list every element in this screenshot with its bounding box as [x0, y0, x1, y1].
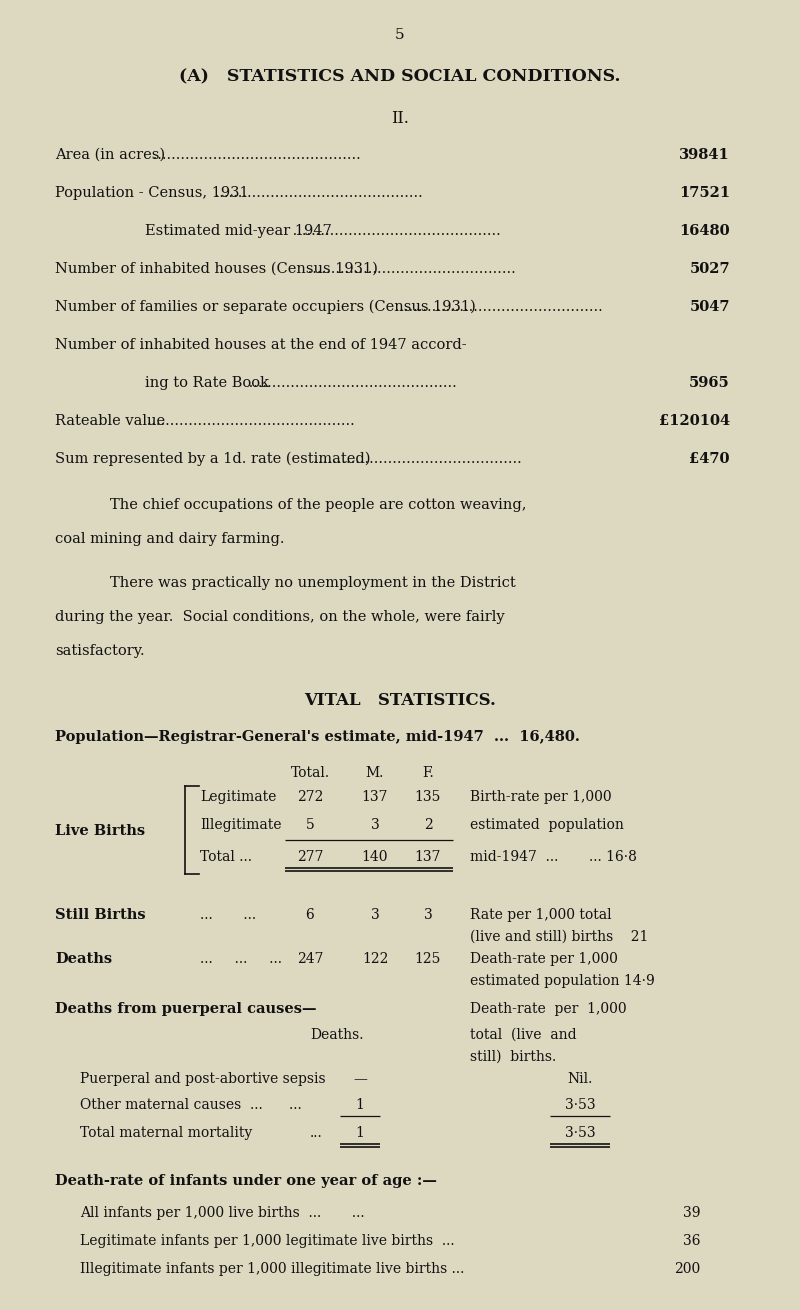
- Text: 200: 200: [674, 1262, 700, 1276]
- Text: Total.: Total.: [290, 766, 330, 779]
- Text: satisfactory.: satisfactory.: [55, 645, 145, 658]
- Text: 3: 3: [370, 908, 379, 922]
- Text: 17521: 17521: [679, 186, 730, 200]
- Text: .............................................: ........................................…: [210, 186, 422, 200]
- Text: VITAL   STATISTICS.: VITAL STATISTICS.: [304, 692, 496, 709]
- Text: 277: 277: [297, 850, 323, 865]
- Text: All infants per 1,000 live births  ...       ...: All infants per 1,000 live births ... ..…: [80, 1207, 365, 1220]
- Text: Rate per 1,000 total: Rate per 1,000 total: [470, 908, 612, 922]
- Text: Death-rate  per  1,000: Death-rate per 1,000: [470, 1002, 626, 1017]
- Text: Puerperal and post-abortive sepsis: Puerperal and post-abortive sepsis: [80, 1072, 326, 1086]
- Text: during the year.  Social conditions, on the whole, were fairly: during the year. Social conditions, on t…: [55, 610, 505, 624]
- Text: 137: 137: [362, 790, 388, 804]
- Text: Still Births: Still Births: [55, 908, 146, 922]
- Text: The chief occupations of the people are cotton weaving,: The chief occupations of the people are …: [110, 498, 526, 512]
- Text: Rateable value: Rateable value: [55, 414, 165, 428]
- Text: Total ...: Total ...: [200, 850, 252, 865]
- Text: £120104: £120104: [659, 414, 730, 428]
- Text: 125: 125: [415, 952, 441, 965]
- Text: There was practically no unemployment in the District: There was practically no unemployment in…: [110, 576, 516, 590]
- Text: II.: II.: [391, 110, 409, 127]
- Text: .............................................: ........................................…: [148, 148, 361, 162]
- Text: Population - Census, 1931: Population - Census, 1931: [55, 186, 249, 200]
- Text: 36: 36: [682, 1234, 700, 1248]
- Text: still)  births.: still) births.: [470, 1051, 556, 1064]
- Text: 39841: 39841: [679, 148, 730, 162]
- Text: 140: 140: [362, 850, 388, 865]
- Text: Illegitimate: Illegitimate: [200, 817, 282, 832]
- Text: 272: 272: [297, 790, 323, 804]
- Text: 122: 122: [362, 952, 388, 965]
- Text: 5: 5: [395, 28, 405, 42]
- Text: 135: 135: [415, 790, 441, 804]
- Text: 39: 39: [682, 1207, 700, 1220]
- Text: Number of families or separate occupiers (Census 1931): Number of families or separate occupiers…: [55, 300, 476, 314]
- Text: Number of inhabited houses at the end of 1947 accord-: Number of inhabited houses at the end of…: [55, 338, 466, 352]
- Text: £470: £470: [690, 452, 730, 466]
- Text: Population—Registrar-General's estimate, mid-1947  ...  16,480.: Population—Registrar-General's estimate,…: [55, 730, 580, 744]
- Text: 5965: 5965: [690, 376, 730, 390]
- Text: total  (live  and: total (live and: [470, 1028, 577, 1041]
- Text: Sum represented by a 1d. rate (estimated): Sum represented by a 1d. rate (estimated…: [55, 452, 370, 466]
- Text: F.: F.: [422, 766, 434, 779]
- Text: Illegitimate infants per 1,000 illegitimate live births ...: Illegitimate infants per 1,000 illegitim…: [80, 1262, 464, 1276]
- Text: Death-rate per 1,000: Death-rate per 1,000: [470, 952, 618, 965]
- Text: 3·53: 3·53: [565, 1127, 595, 1140]
- Text: 5047: 5047: [690, 300, 730, 314]
- Text: Legitimate: Legitimate: [200, 790, 276, 804]
- Text: 3: 3: [424, 908, 432, 922]
- Text: 5: 5: [306, 817, 314, 832]
- Text: .............................................: ........................................…: [288, 224, 500, 238]
- Text: .............................................: ........................................…: [142, 414, 354, 428]
- Text: Area (in acres): Area (in acres): [55, 148, 165, 162]
- Text: 247: 247: [297, 952, 323, 965]
- Text: 2: 2: [424, 817, 432, 832]
- Text: Estimated mid-year 1947: Estimated mid-year 1947: [145, 224, 332, 238]
- Text: Legitimate infants per 1,000 legitimate live births  ...: Legitimate infants per 1,000 legitimate …: [80, 1234, 454, 1248]
- Text: Birth-rate per 1,000: Birth-rate per 1,000: [470, 790, 612, 804]
- Text: ...       ...: ... ...: [200, 908, 256, 922]
- Text: estimated  population: estimated population: [470, 817, 624, 832]
- Text: ...     ...     ...: ... ... ...: [200, 952, 282, 965]
- Text: .............................................: ........................................…: [244, 376, 457, 390]
- Text: Deaths.: Deaths.: [310, 1028, 363, 1041]
- Text: mid-1947  ...       ... 16·8: mid-1947 ... ... 16·8: [470, 850, 637, 865]
- Text: Deaths: Deaths: [55, 952, 112, 965]
- Text: 3·53: 3·53: [565, 1098, 595, 1112]
- Text: 5027: 5027: [690, 262, 730, 276]
- Text: ...: ...: [310, 1127, 322, 1140]
- Text: Nil.: Nil.: [567, 1072, 593, 1086]
- Text: —: —: [353, 1072, 367, 1086]
- Text: Total maternal mortality: Total maternal mortality: [80, 1127, 252, 1140]
- Text: Live Births: Live Births: [55, 824, 145, 838]
- Text: estimated population 14·9: estimated population 14·9: [470, 975, 654, 988]
- Text: Deaths from puerperal causes—: Deaths from puerperal causes—: [55, 1002, 317, 1017]
- Text: 16480: 16480: [679, 224, 730, 238]
- Text: 1: 1: [355, 1098, 365, 1112]
- Text: (A)   STATISTICS AND SOCIAL CONDITIONS.: (A) STATISTICS AND SOCIAL CONDITIONS.: [179, 68, 621, 85]
- Text: coal mining and dairy farming.: coal mining and dairy farming.: [55, 532, 285, 546]
- Text: 3: 3: [370, 817, 379, 832]
- Text: Death-rate of infants under one year of age :—: Death-rate of infants under one year of …: [55, 1174, 437, 1188]
- Text: M.: M.: [366, 766, 384, 779]
- Text: 137: 137: [414, 850, 442, 865]
- Text: 6: 6: [306, 908, 314, 922]
- Text: .............................................: ........................................…: [390, 300, 602, 314]
- Text: .............................................: ........................................…: [310, 452, 522, 466]
- Text: Other maternal causes  ...      ...: Other maternal causes ... ...: [80, 1098, 302, 1112]
- Text: (live and still) births    21: (live and still) births 21: [470, 930, 648, 945]
- Text: Number of inhabited houses (Census 1931): Number of inhabited houses (Census 1931): [55, 262, 378, 276]
- Text: .............................................: ........................................…: [303, 262, 516, 276]
- Text: 1: 1: [355, 1127, 365, 1140]
- Text: ing to Rate Book: ing to Rate Book: [145, 376, 269, 390]
